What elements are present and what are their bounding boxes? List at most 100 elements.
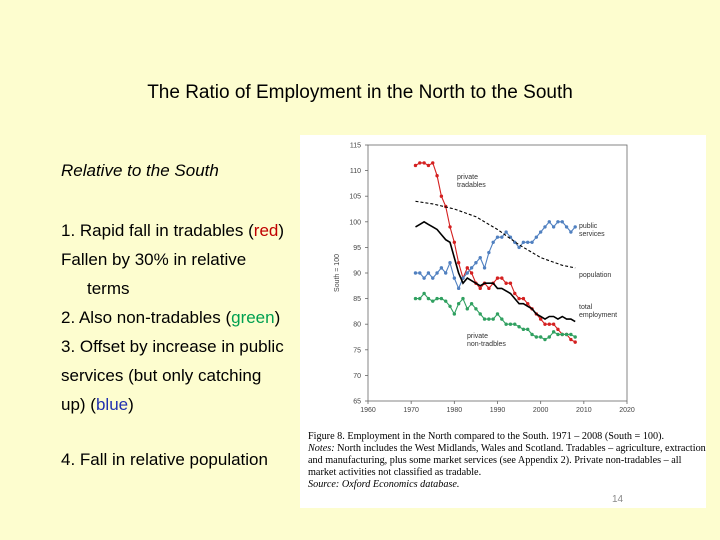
data-point-private-non-tradables (573, 335, 577, 339)
data-point-public-services (569, 230, 573, 234)
series-label-line: non-tradbles (467, 341, 506, 348)
bullet-3-text-post: ) (128, 395, 134, 414)
data-point-private-tradables (435, 174, 439, 178)
data-point-public-services (521, 240, 526, 244)
data-point-private-tradables (422, 161, 426, 165)
data-point-private-non-tradables (504, 322, 508, 326)
data-point-public-services (413, 271, 418, 275)
data-point-private-non-tradables (478, 312, 482, 316)
data-point-public-services (538, 230, 543, 234)
data-point-private-tradables (569, 337, 573, 342)
data-point-public-services (465, 271, 469, 275)
y-tick-label: 80 (353, 322, 361, 329)
data-point-private-tradables (456, 261, 461, 265)
data-point-private-non-tradables (418, 296, 422, 301)
data-point-private-non-tradables (513, 322, 517, 326)
data-point-private-non-tradables (465, 307, 469, 311)
x-tick-label: 1990 (490, 407, 506, 414)
data-point-private-non-tradables (482, 317, 487, 321)
data-point-private-tradables (469, 271, 474, 275)
data-point-private-tradables (495, 276, 500, 280)
notes-label: Notes: (308, 442, 335, 454)
data-point-private-tradables (439, 194, 444, 198)
data-point-private-non-tradables (461, 296, 465, 301)
bullet-3-text-pre: up) ( (61, 395, 96, 414)
data-point-public-services (500, 235, 504, 239)
data-point-public-services (452, 276, 457, 280)
data-point-private-non-tradables (538, 335, 543, 339)
data-point-private-non-tradables (422, 291, 426, 296)
data-point-public-services (431, 276, 435, 280)
data-point-private-tradables (551, 322, 556, 326)
data-point-private-non-tradables (491, 317, 495, 321)
data-point-private-tradables (448, 225, 452, 229)
data-point-private-tradables (526, 302, 530, 306)
y-tick-label: 110 (350, 168, 361, 175)
slide-subtitle: Relative to the South (61, 161, 219, 180)
data-point-private-non-tradables (431, 299, 435, 303)
bullet-1-line-2: Fallen by 30% in relative (61, 250, 247, 269)
data-point-private-tradables (504, 281, 508, 285)
data-point-public-services (573, 225, 577, 229)
x-tick-label: 2020 (619, 407, 635, 414)
data-point-private-tradables (431, 161, 435, 165)
data-point-private-non-tradables (521, 327, 526, 332)
bullet-1-line-3: terms (87, 279, 130, 298)
data-point-public-services (418, 271, 422, 275)
data-point-private-non-tradables (444, 299, 448, 303)
series-label-line: private (467, 333, 488, 340)
data-point-public-services (422, 276, 426, 280)
bullet-1-text-post: ) (278, 221, 285, 240)
series-label-private-non-tradables: private non-tradbles (467, 333, 506, 348)
data-point-private-non-tradables (551, 330, 556, 334)
figure-caption: Figure 8. Employment in the North compar… (308, 431, 706, 491)
data-point-public-services (556, 220, 560, 224)
y-tick-label: 75 (353, 347, 361, 354)
data-point-private-non-tradables (564, 332, 569, 337)
series-label-line: public (579, 223, 598, 230)
data-point-public-services (487, 250, 491, 255)
data-point-public-services (444, 271, 448, 275)
data-point-private-tradables (543, 322, 547, 326)
series-label-total-employment: total employment (579, 304, 617, 319)
data-point-public-services (551, 225, 556, 229)
data-point-public-services (474, 261, 478, 265)
data-point-private-non-tradables (448, 304, 452, 308)
data-point-public-services (482, 266, 487, 270)
data-point-private-tradables (556, 327, 560, 332)
data-point-private-non-tradables (560, 332, 564, 337)
data-point-private-non-tradables (556, 332, 560, 337)
data-point-private-non-tradables (456, 302, 461, 306)
data-point-private-tradables (418, 161, 422, 165)
series-label-private-tradables: private tradables (457, 174, 486, 189)
data-point-private-non-tradables (500, 317, 504, 321)
series-label-line: total (579, 304, 593, 311)
data-point-public-services (478, 255, 482, 260)
data-point-public-services (534, 235, 539, 239)
data-point-public-services (495, 235, 500, 239)
data-point-private-tradables (573, 340, 577, 344)
y-tick-label: 95 (353, 245, 361, 252)
data-point-private-tradables (521, 296, 526, 301)
data-point-private-tradables (478, 286, 482, 291)
caption-label: Figure 8. (308, 431, 345, 442)
series-label-public-services: public services (579, 223, 605, 238)
data-point-private-tradables (487, 286, 491, 291)
series-line-private-tradables (415, 162, 576, 343)
caption-title: Figure 8. Employment in the North compar… (308, 431, 706, 443)
slide-title: The Ratio of Employment in the North to … (147, 82, 573, 103)
data-point-private-tradables (538, 317, 543, 321)
data-point-private-tradables (508, 281, 513, 285)
series-line-total-employment (415, 220, 576, 323)
source-text: Oxford Economics database. (341, 478, 460, 490)
data-point-private-non-tradables (452, 312, 457, 316)
data-point-public-services (517, 245, 521, 250)
data-point-private-non-tradables (530, 332, 534, 337)
x-tick-label: 1960 (360, 407, 376, 414)
data-point-private-non-tradables (508, 322, 513, 326)
data-point-private-tradables (426, 163, 431, 168)
data-point-public-services (426, 271, 431, 275)
bullet-1-color-word: red (253, 221, 279, 240)
bullet-3-color-word: blue (95, 395, 129, 414)
bullet-3-line-3: up) (blue) (61, 390, 134, 419)
